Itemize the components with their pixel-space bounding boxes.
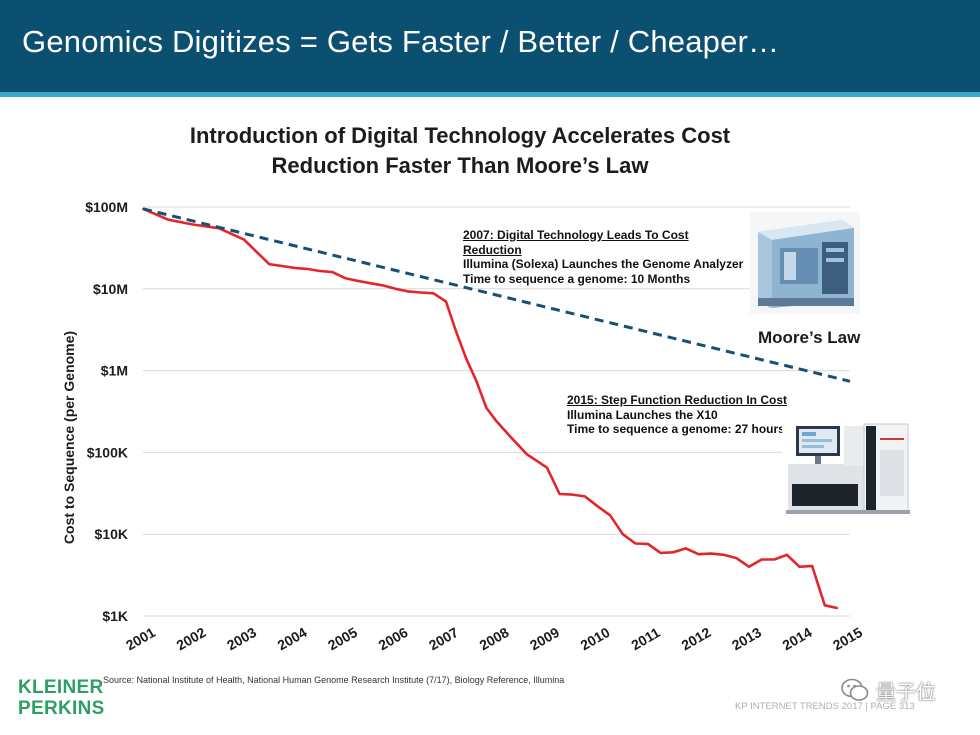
cost-data-point	[280, 265, 283, 267]
slide-title: Genomics Digitizes = Gets Faster / Bette…	[22, 24, 780, 59]
illumina-x10-image	[782, 420, 914, 520]
x-tick-label: 2001	[123, 624, 158, 654]
x-tick-label: 2009	[527, 624, 562, 654]
cost-data-point	[823, 604, 826, 607]
cost-data-point	[485, 406, 488, 409]
cost-data-point	[659, 552, 662, 554]
cost-data-point	[331, 271, 334, 274]
cost-data-point	[583, 495, 586, 498]
wechat-icon	[841, 678, 869, 701]
cost-data-point	[381, 284, 384, 287]
cost-data-point	[407, 290, 410, 293]
x-tick-label: 2013	[729, 624, 764, 654]
cost-data-point	[318, 270, 321, 272]
y-tick-label: $10M	[93, 281, 128, 297]
x-tick-label: 2006	[376, 624, 411, 654]
annotation-2015: 2015: Step Function Reduction In Cost Il…	[567, 393, 787, 437]
cost-data-point	[455, 330, 457, 333]
annotation-2007-heading-2: Reduction	[463, 242, 522, 257]
header-bar	[0, 0, 980, 92]
x-tick-label: 2011	[628, 624, 662, 653]
cost-data-point	[525, 453, 528, 456]
cost-data-point	[192, 223, 195, 226]
chart-title-line-2: Reduction Faster Than Moore’s Law	[271, 153, 649, 178]
cost-data-point	[546, 466, 548, 469]
annotation-2007-line-1: Illumina (Solexa) Launches the Genome An…	[463, 257, 744, 271]
x-tick-label: 2005	[325, 624, 360, 654]
annotation-2007-heading-1: 2007: Digital Technology Leads To Cost	[463, 228, 689, 242]
page-info: KP INTERNET TRENDS 2017 | PAGE 313	[735, 701, 915, 712]
cost-data-point	[475, 379, 478, 382]
cost-data-point	[306, 268, 309, 270]
cost-data-point	[344, 277, 346, 280]
cost-data-point	[684, 547, 687, 550]
cost-data-point	[432, 292, 435, 295]
cost-data-point	[243, 238, 245, 241]
x-tick-label: 2007	[426, 624, 461, 654]
cost-data-point	[268, 263, 271, 266]
moores-law-label: Moore’s Law	[758, 328, 861, 347]
cost-data-point	[621, 533, 624, 536]
watermark-text: 量子位	[876, 681, 936, 704]
source-note: Source: National Institute of Health, Na…	[103, 675, 565, 685]
header-accent-stripe	[0, 92, 980, 97]
cost-data-point	[571, 493, 574, 496]
annotation-2007: 2007: Digital Technology Leads To Cost R…	[463, 228, 743, 286]
cost-data-point	[419, 291, 422, 294]
cost-data-point	[836, 607, 839, 609]
y-tick-label: $100M	[85, 199, 128, 215]
cost-data-point	[760, 558, 763, 561]
y-tick-label: $1M	[101, 363, 128, 379]
x-tick-label: 2012	[679, 624, 714, 654]
cost-data-point	[369, 282, 372, 285]
cost-data-point	[293, 267, 296, 269]
cost-data-point	[697, 553, 700, 556]
cost-data-point	[558, 493, 561, 495]
cost-data-point	[735, 557, 738, 560]
watermark: 量子位	[840, 676, 936, 704]
cost-data-point	[647, 543, 649, 545]
cost-data-point	[167, 218, 170, 221]
x-tick-label: 2002	[174, 624, 209, 654]
cost-data-point	[710, 552, 713, 555]
cost-data-point	[634, 542, 637, 545]
cost-data-point	[394, 287, 397, 290]
chart-title-line-1: Introduction of Digital Technology Accel…	[189, 123, 731, 148]
moores-law-line	[142, 207, 851, 383]
annotation-2015-heading: 2015: Step Function Reduction In Cost	[567, 393, 788, 407]
x-tick-label: 2010	[578, 624, 613, 654]
cost-data-point	[510, 437, 513, 439]
logo-line-1: KLEINER	[18, 677, 104, 698]
x-tick-label: 2015	[830, 624, 865, 654]
logo-line-2: PERKINS	[18, 698, 105, 719]
x-tick-label: 2014	[780, 624, 815, 654]
kleiner-perkins-logo: KLEINER PERKINS	[18, 677, 105, 719]
genome-analyzer-image	[750, 212, 860, 314]
x-tick-label: 2003	[224, 624, 259, 654]
cost-data-point	[785, 553, 788, 556]
x-tick-label: 2008	[477, 624, 512, 654]
cost-data-point	[672, 551, 675, 554]
y-tick-label: $100K	[87, 444, 128, 460]
cost-data-point	[465, 357, 468, 360]
cost-data-point	[722, 553, 725, 556]
annotation-2015-line-1: Illumina Launches the X10	[567, 407, 718, 422]
cost-data-point	[495, 420, 498, 423]
x-tick-label: 2004	[275, 624, 310, 654]
cost-data-point	[596, 505, 599, 508]
annotation-2015-line-2: Time to sequence a genome: 27 hours	[567, 422, 785, 436]
y-tick-label: $1K	[102, 608, 128, 624]
cost-data-point	[798, 565, 801, 568]
y-tick-label: $10K	[95, 526, 128, 542]
annotation-2007-line-2: Time to sequence a genome: 10 Months	[463, 271, 691, 286]
cost-data-point	[773, 558, 776, 561]
cost-data-point	[609, 514, 612, 517]
cost-data-point	[811, 564, 814, 567]
y-axis-label: Cost to Sequence (per Genome)	[61, 331, 77, 544]
cost-data-point	[445, 300, 447, 303]
chart-title: Introduction of Digital Technology Accel…	[130, 121, 790, 181]
cost-data-point	[748, 565, 750, 568]
cost-data-point	[356, 279, 359, 282]
